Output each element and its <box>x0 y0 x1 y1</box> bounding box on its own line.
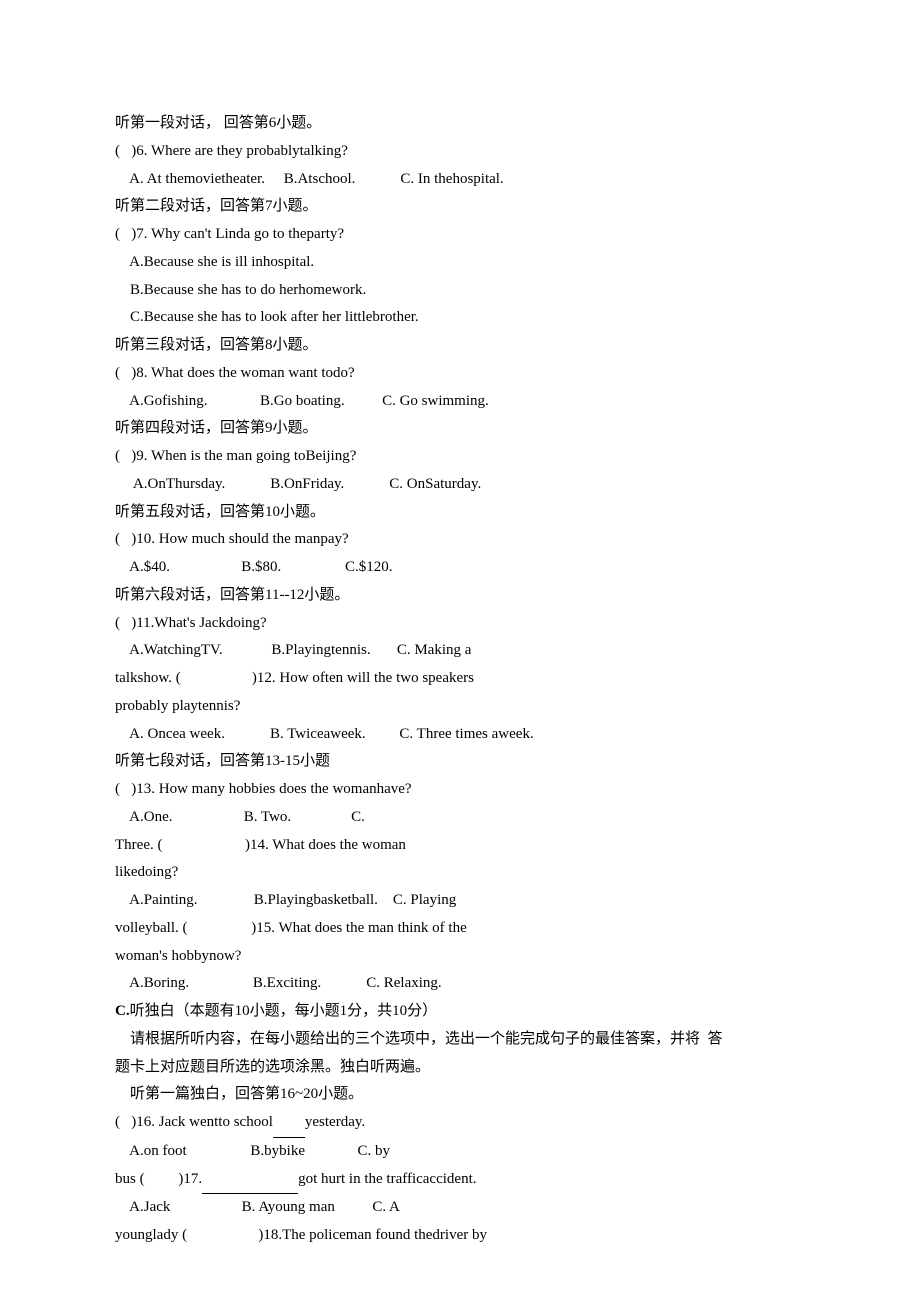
text-line-41: younglady ( )18.The policeman found thed… <box>115 1222 805 1250</box>
text-line-29: A.Painting. B.Playingbasketball. C. Play… <box>115 887 805 915</box>
text-line-8: C.Because she has to look after her litt… <box>115 304 805 332</box>
section-label: C. <box>115 1003 130 1019</box>
text-line-15: 听第五段对话，回答第10小题。 <box>115 499 805 527</box>
text-line-38: A.on foot B.bybike C. by <box>115 1138 805 1166</box>
text-line-20: A.WatchingTV. B.Playingtennis. C. Making… <box>115 637 805 665</box>
text-line-34: 请根据所听内容，在每小题给出的三个选项中，选出一个能完成句子的最佳答案，并将 答 <box>115 1026 805 1054</box>
text-line-13: ( )9. When is the man going toBeijing? <box>115 443 805 471</box>
text-line-18: 听第六段对话，回答第11--12小题。 <box>115 582 805 610</box>
text-line-11: A.Gofishing. B.Go boating. C. Go swimmin… <box>115 388 805 416</box>
text-line-19: ( )11.What's Jackdoing? <box>115 610 805 638</box>
text-line-4: 听第二段对话，回答第7小题。 <box>115 193 805 221</box>
fill-blank <box>273 1109 305 1138</box>
text-line-21: talkshow. ( )12. How often will the two … <box>115 665 805 693</box>
text-line-31: woman's hobbynow? <box>115 943 805 971</box>
text-line-23: A. Oncea week. B. Twiceaweek. C. Three t… <box>115 721 805 749</box>
document-body: 听第一段对话， 回答第6小题。( )6. Where are they prob… <box>115 110 805 1250</box>
text-line-28: likedoing? <box>115 859 805 887</box>
text-line-37: ( )16. Jack wentto school yesterday. <box>115 1109 805 1138</box>
text-line-40: A.Jack B. Ayoung man C. A <box>115 1194 805 1222</box>
text-line-14: A.OnThursday. B.OnFriday. C. OnSaturday. <box>115 471 805 499</box>
text-line-26: A.One. B. Two. C. <box>115 804 805 832</box>
text-line-27: Three. ( )14. What does the woman <box>115 832 805 860</box>
text-line-7: B.Because she has to do herhomework. <box>115 277 805 305</box>
text-line-24: 听第七段对话，回答第13-15小题 <box>115 748 805 776</box>
text-line-35: 题卡上对应题目所选的选项涂黑。独白听两遍。 <box>115 1054 805 1082</box>
text-line-12: 听第四段对话，回答第9小题。 <box>115 415 805 443</box>
text-line-33: C.听独白（本题有10小题，每小题1分，共10分） <box>115 998 805 1026</box>
text-line-22: probably playtennis? <box>115 693 805 721</box>
text-line-10: ( )8. What does the woman want todo? <box>115 360 805 388</box>
text-line-39: bus ( )17. got hurt in the trafficaccide… <box>115 1166 805 1195</box>
text-line-6: A.Because she is ill inhospital. <box>115 249 805 277</box>
text-line-9: 听第三段对话，回答第8小题。 <box>115 332 805 360</box>
text-line-36: 听第一篇独白，回答第16~20小题。 <box>115 1081 805 1109</box>
text-line-5: ( )7. Why can't Linda go to theparty? <box>115 221 805 249</box>
text-line-17: A.$40. B.$80. C.$120. <box>115 554 805 582</box>
text-line-25: ( )13. How many hobbies does the womanha… <box>115 776 805 804</box>
text-line-3: A. At themovietheater. B.Atschool. C. In… <box>115 166 805 194</box>
text-line-1: 听第一段对话， 回答第6小题。 <box>115 110 805 138</box>
text-line-32: A.Boring. B.Exciting. C. Relaxing. <box>115 970 805 998</box>
fill-blank <box>202 1166 298 1195</box>
text-line-16: ( )10. How much should the manpay? <box>115 526 805 554</box>
text-line-30: volleyball. ( )15. What does the man thi… <box>115 915 805 943</box>
text-line-2: ( )6. Where are they probablytalking? <box>115 138 805 166</box>
